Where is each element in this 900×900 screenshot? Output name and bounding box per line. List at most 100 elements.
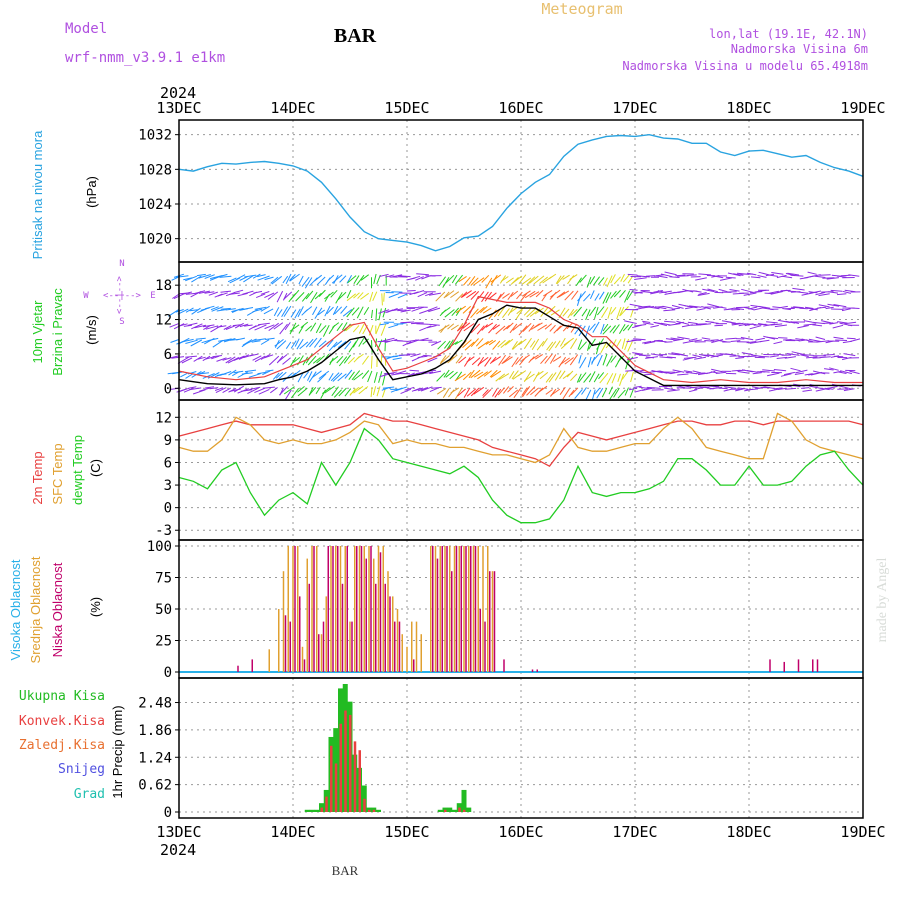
wind-arrow [776,274,787,279]
wind-arrow [423,354,432,357]
wind-arrow [627,275,634,284]
wind-arrow [624,387,629,396]
wind-arrow [444,340,451,349]
wind-arrow [693,290,702,293]
wind-arrow [191,323,203,330]
wind-arrow [848,274,860,277]
wind-arrow [271,275,283,285]
sfc-temp-label: SFC Temp [50,443,65,504]
wind-arrow [404,386,415,391]
wind-arrow [665,338,677,341]
wind-arrow [785,320,796,324]
wind-arrow [807,271,817,275]
wind-arrow [731,322,744,326]
wind-arrow [702,288,715,293]
wind-arrow [382,386,395,389]
wind-arrow [710,354,723,358]
value-tick-label: 1028 [138,162,172,178]
wind-arrow [415,276,424,281]
wind-arrow [803,323,817,326]
wind-arrow [470,277,479,286]
wind-arrow [274,339,284,347]
wind-arrow [567,308,575,319]
wind-arrow [438,276,447,287]
wind-arrow [510,290,519,297]
wind-arrow [369,291,374,302]
wind-arrow [237,371,249,378]
wind-arrow [220,338,232,342]
wind-arrow [648,306,660,310]
wind-arrow [427,357,438,363]
wind-arrow [601,307,609,318]
wind-arrow [575,277,583,286]
wind-arrow [543,289,553,297]
time-tick-label-top: 17DEC [612,99,657,117]
wind-arrow [429,387,438,393]
high-cloud-label: Visoka Oblacnost [8,559,23,660]
wind-arrow [691,339,702,342]
wind-arrow [440,325,447,334]
wind-arrow [257,371,267,375]
wind-arrow [243,275,254,283]
wind-arrow [361,355,370,365]
wind-arrow [171,356,185,359]
wind-arrow [806,307,818,311]
wind-arrow [668,353,680,356]
precip-bar [349,714,352,812]
wind-arrow [468,369,475,379]
wind-arrow [477,291,485,300]
wind-arrow [357,292,364,299]
axis-layer: 13DEC 13DEC 14DEC 14DEC 15DEC 15DEC 16DEC 16DEC… [138,99,885,841]
wind-arrow [244,324,253,327]
wind-arrow [698,273,712,276]
wind-arrow [396,340,408,342]
wind-arrow [818,293,830,297]
wind-arrow [475,338,484,347]
wind-arrow [558,290,570,298]
wind-arrow [317,309,325,316]
wind-arrow [215,273,228,279]
wind-arrow [507,291,514,300]
wind-arrow [509,370,515,379]
wind-arrow [763,323,776,327]
wind-arrow [190,339,203,347]
wind-arrow [715,387,728,390]
frame-layer [178,119,864,819]
wind-arrow [851,307,860,309]
wind-arrow [495,373,506,382]
wind-arrow [195,290,206,294]
wind-arrow [473,277,485,286]
wind-arrow [185,355,197,358]
wind-arrow [420,337,429,341]
wind-arrow [617,373,621,382]
wind-arrow [373,273,377,285]
wind-arrow [741,288,754,293]
precip-bar [447,807,453,812]
wind-arrow [550,289,561,298]
station-title: BAR [334,25,377,47]
wind-arrow [567,275,575,285]
wind-arrow [185,307,194,313]
value-tick-label: 2.48 [138,696,172,712]
wind-arrow [409,275,421,280]
wind-arrow [231,307,244,313]
wind-arrow [371,309,373,319]
wind-arrow [562,373,571,380]
wind-arrow [489,369,498,378]
wind-arrow [711,368,723,373]
wind-arrow [338,356,348,367]
wind-arrow [589,290,595,300]
wind-arrow [455,355,463,364]
wind-arrow [570,387,579,396]
lonlat-label: lon,lat (19.1E, 42.1N) [709,27,868,41]
wind-arrow [191,275,202,283]
wind-arrow [241,389,253,392]
time-tick-label-bottom: 15DEC [384,823,429,841]
wind-arrow [511,370,519,380]
wind-arrow [596,387,604,399]
wind-arrow [598,372,605,380]
wind-arrow [532,371,540,382]
wind-arrow [597,277,605,285]
wind-arrow [348,371,355,380]
